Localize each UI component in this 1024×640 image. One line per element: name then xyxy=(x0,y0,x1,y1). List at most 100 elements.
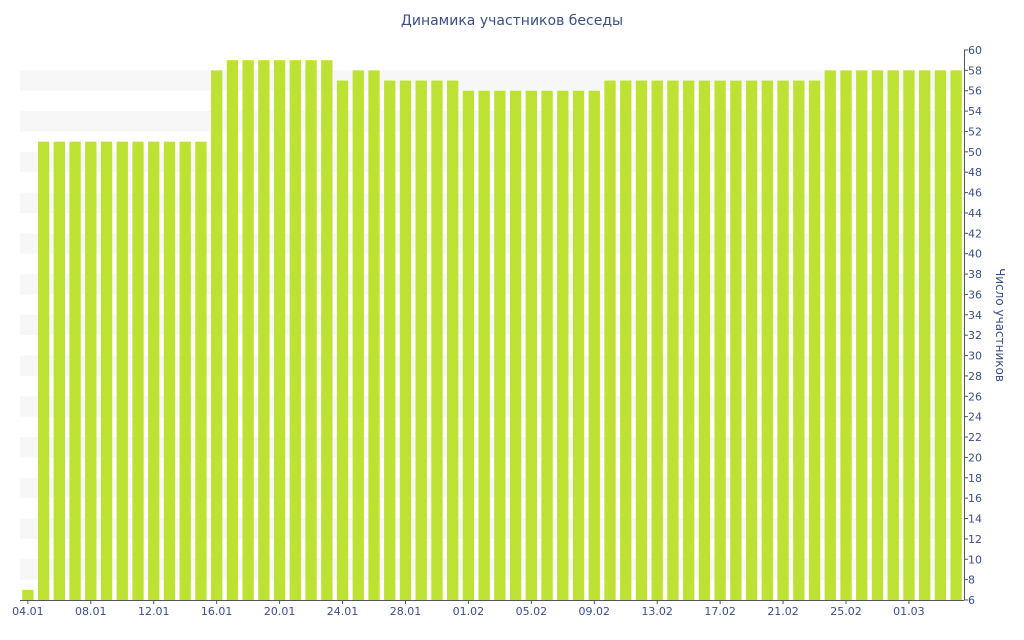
y-tick-label: 6 xyxy=(968,594,975,607)
y-tick-label: 34 xyxy=(968,309,982,322)
bar-16.01 xyxy=(211,70,223,601)
bar-15.02 xyxy=(683,80,695,600)
bars xyxy=(22,60,962,601)
bar-24.02 xyxy=(824,70,836,601)
grid-band xyxy=(20,314,964,336)
bar-07.01 xyxy=(69,141,81,601)
x-tick-label: 17.02 xyxy=(704,605,736,618)
y-tick-label: 32 xyxy=(968,329,982,342)
bar-11.02 xyxy=(620,80,632,600)
bar-27.02 xyxy=(871,70,884,601)
y-tick-label: 60 xyxy=(968,44,982,57)
x-tick-label: 12.01 xyxy=(138,605,170,618)
x-tick-label: 05.02 xyxy=(516,605,548,618)
y-axis: 6 8 10 12 14 16 18 20 22 24 26 28 30 32 34 36 38 40 42 44 46… xyxy=(964,44,982,607)
bar-02.03 xyxy=(919,70,931,601)
bar-18.02 xyxy=(730,80,742,600)
bar-28.01 xyxy=(399,80,412,600)
bar-03.03 xyxy=(934,70,947,601)
y-tick-label: 14 xyxy=(968,513,982,526)
bar-13.01 xyxy=(163,141,176,601)
bar-12.01 xyxy=(148,141,160,601)
x-tick-label: 20.01 xyxy=(264,605,296,618)
x-tick-label: 16.01 xyxy=(201,605,233,618)
grid-band xyxy=(20,111,964,132)
bar-14.01 xyxy=(179,141,191,601)
bar-28.02 xyxy=(887,70,899,601)
bar-24.01 xyxy=(336,80,349,600)
y-tick-label: 28 xyxy=(968,370,982,383)
y-tick-label: 48 xyxy=(968,166,982,179)
bar-23.02 xyxy=(808,80,821,600)
grid-band xyxy=(20,233,964,254)
x-tick-label: 21.02 xyxy=(767,605,799,618)
y-tick-label: 24 xyxy=(968,411,982,424)
bar-25.01 xyxy=(352,70,364,601)
y-tick-label: 40 xyxy=(968,248,982,261)
bar-20.01 xyxy=(273,60,286,600)
grid-band xyxy=(20,70,964,91)
grid-band xyxy=(20,518,964,539)
bar-06.02 xyxy=(541,90,553,601)
bar-13.02 xyxy=(651,80,663,600)
grid-band xyxy=(20,477,964,499)
grid-bands xyxy=(20,70,964,580)
bar-01.03 xyxy=(903,70,915,601)
bar-01.02 xyxy=(462,90,475,601)
y-tick-label: 22 xyxy=(968,431,982,444)
y-tick-label: 10 xyxy=(968,553,982,566)
bar-17.02 xyxy=(714,80,726,600)
bar-15.01 xyxy=(195,141,207,601)
bar-04.03 xyxy=(950,70,962,601)
grid-band xyxy=(20,274,964,295)
x-tick-label: 25.02 xyxy=(830,605,862,618)
bar-05.01 xyxy=(37,141,50,601)
bar-05.02 xyxy=(525,90,537,601)
x-tick-label: 13.02 xyxy=(641,605,673,618)
grid-band xyxy=(20,355,964,376)
bar-09.02 xyxy=(588,90,600,601)
bar-21.01 xyxy=(289,60,301,600)
bar-17.01 xyxy=(226,60,239,600)
bar-30.01 xyxy=(431,80,443,600)
bar-09.01 xyxy=(100,141,113,601)
y-tick-label: 8 xyxy=(968,574,975,587)
bar-26.02 xyxy=(856,70,868,601)
bar-07.02 xyxy=(557,90,569,601)
bar-14.02 xyxy=(667,80,679,600)
bar-19.01 xyxy=(258,60,270,600)
chart-title: Динамика участников беседы xyxy=(400,13,624,29)
y-tick-label: 18 xyxy=(968,472,982,485)
y-tick-label: 38 xyxy=(968,268,982,281)
bar-25.02 xyxy=(840,70,852,601)
x-tick-label: 08.01 xyxy=(75,605,107,618)
x-tick-label: 01.03 xyxy=(893,605,925,618)
bar-26.01 xyxy=(368,70,380,601)
y-tick-label: 52 xyxy=(968,125,982,138)
bar-22.02 xyxy=(793,80,805,600)
y-tick-label: 54 xyxy=(968,105,982,118)
bar-16.02 xyxy=(698,80,711,600)
y-tick-label: 12 xyxy=(968,533,982,546)
y-tick-label: 26 xyxy=(968,390,982,403)
grid-band xyxy=(20,437,964,458)
bar-03.02 xyxy=(494,90,506,601)
y-tick-label: 36 xyxy=(968,288,982,301)
bar-11.01 xyxy=(132,141,144,601)
y-axis-title: Число участников xyxy=(993,268,1007,382)
bar-04.01 xyxy=(22,589,34,600)
y-tick-label: 30 xyxy=(968,350,982,363)
bar-20.02 xyxy=(761,80,773,600)
bar-27.01 xyxy=(384,80,396,600)
y-tick-label: 56 xyxy=(968,85,982,98)
bar-06.01 xyxy=(53,141,65,601)
bar-10.02 xyxy=(604,80,616,600)
y-tick-label: 42 xyxy=(968,227,982,240)
bar-02.02 xyxy=(478,90,490,601)
bar-29.01 xyxy=(415,80,427,600)
y-tick-label: 58 xyxy=(968,64,982,77)
bar-10.01 xyxy=(116,141,128,601)
grid-band xyxy=(20,559,964,580)
bar-31.01 xyxy=(447,80,459,600)
